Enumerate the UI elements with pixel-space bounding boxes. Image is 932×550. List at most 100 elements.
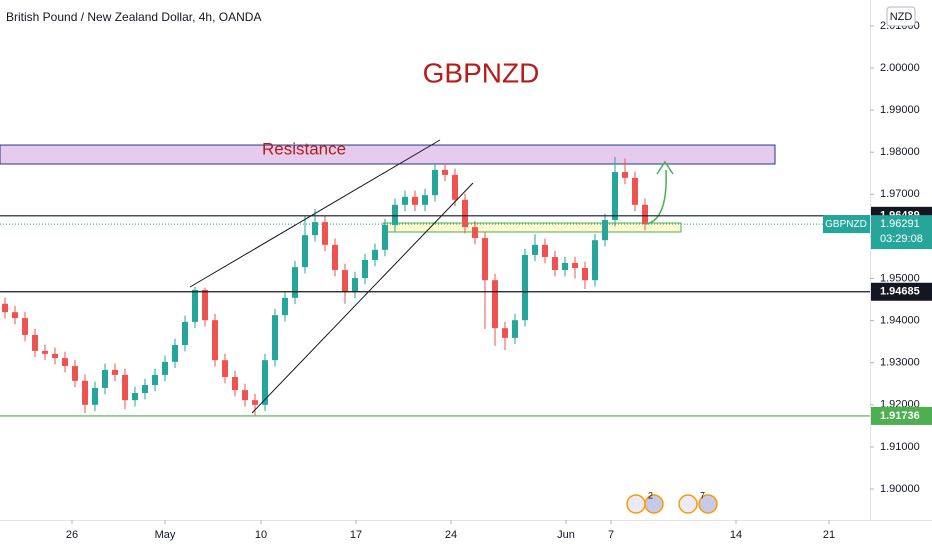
candle-body: [332, 244, 338, 271]
candle-body: [242, 390, 248, 401]
event-icon: [678, 494, 698, 514]
x-tick-label: Jun: [557, 529, 575, 541]
candle-body: [422, 195, 428, 205]
candle-body: [412, 196, 418, 205]
candle-body: [322, 222, 328, 245]
candle-body: [572, 262, 578, 268]
candle-body: [202, 289, 208, 321]
x-tick-label: 7: [608, 529, 614, 541]
candle-body: [102, 369, 108, 388]
candle-body: [182, 321, 188, 346]
y-tick-label: 1.93000: [880, 357, 920, 369]
candle-body: [442, 169, 448, 175]
candle-body: [482, 238, 488, 281]
candle-body: [392, 204, 398, 226]
x-tick-label: 24: [445, 529, 457, 541]
x-tick-label: 17: [350, 529, 362, 541]
last-price-label: 1.96291: [880, 218, 920, 230]
y-tick-label: 1.97000: [880, 188, 920, 200]
x-tick-label: 26: [66, 529, 78, 541]
countdown-label: 03:29:08: [880, 233, 923, 245]
trend-line: [189, 139, 441, 288]
candle-body: [362, 259, 368, 279]
projection-arrow: [645, 169, 667, 225]
event-icon: [698, 494, 718, 514]
candle-body: [82, 380, 88, 405]
x-tick-label: 14: [730, 529, 742, 541]
price-zone: [0, 144, 776, 165]
candle-body: [582, 267, 588, 281]
y-tick-label: 1.90000: [880, 483, 920, 495]
price-level-label-box: [871, 406, 932, 425]
price-level-label: 1.94685: [880, 286, 920, 298]
x-tick-label: 21: [823, 529, 835, 541]
candle-body: [382, 225, 388, 250]
candle-body: [112, 369, 118, 375]
y-tick-label: 1.94000: [880, 315, 920, 327]
candle-body: [172, 345, 178, 362]
candle-body: [502, 328, 508, 338]
candle-body: [462, 199, 468, 228]
candle-body: [2, 303, 8, 313]
candle-body: [532, 244, 538, 255]
candle-body: [542, 244, 548, 258]
symbol-label: GBPNZD: [825, 219, 867, 230]
candle-body: [642, 204, 648, 225]
candle-body: [592, 240, 598, 281]
x-tick-label: 10: [255, 529, 267, 541]
candle-body: [292, 267, 298, 298]
plot-area: [0, 144, 776, 416]
event-icon: [644, 494, 664, 514]
candle-body: [192, 289, 198, 322]
last-price-box: [871, 215, 932, 250]
candle-body: [32, 334, 38, 351]
candle-body: [222, 360, 228, 378]
y-tick-label: 1.99000: [880, 104, 920, 116]
candle-body: [232, 377, 238, 391]
candle-body: [402, 196, 408, 205]
candle-body: [472, 227, 478, 239]
event-count: 2: [648, 490, 653, 500]
candle-body: [632, 177, 638, 205]
candle-body: [512, 320, 518, 338]
candle-body: [152, 374, 158, 386]
symbol-annotation: GBPNZD: [423, 57, 540, 88]
candle-body: [522, 254, 528, 321]
x-tick-label: May: [155, 529, 176, 541]
candle-body: [52, 353, 58, 359]
trend-line: [251, 182, 474, 414]
candle-body: [312, 222, 318, 236]
y-tick-label: 1.95000: [880, 272, 920, 284]
candle-body: [12, 312, 18, 319]
candle-body: [302, 235, 308, 268]
candle-body: [272, 315, 278, 361]
symbol-label-box: [823, 215, 870, 234]
y-tick-label: 1.91000: [880, 441, 920, 453]
event-icon: [626, 494, 646, 514]
candle-body: [552, 257, 558, 271]
candle-body: [42, 350, 48, 354]
candle-body: [72, 366, 78, 381]
candle-body: [352, 278, 358, 292]
candle-body: [62, 358, 68, 367]
y-tick-label: 2.00000: [880, 62, 920, 74]
candle-body: [212, 320, 218, 361]
event-count: 7: [700, 490, 705, 500]
resistance-annotation: Resistance: [262, 139, 346, 158]
candle-body: [92, 387, 98, 405]
candle-body: [562, 262, 568, 271]
candle-body: [122, 374, 128, 401]
candle-body: [612, 171, 618, 220]
price-level-label: 1.91736: [880, 410, 920, 422]
currency-badge: [886, 6, 916, 27]
candle-body: [132, 393, 138, 401]
currency-label: NZD: [890, 11, 913, 23]
y-tick-label: 1.98000: [880, 146, 920, 158]
projection-arrow-head: [656, 160, 674, 175]
candle-body: [432, 169, 438, 196]
candle-body: [622, 171, 628, 178]
candle-body: [22, 318, 28, 335]
candle-body: [342, 270, 348, 292]
